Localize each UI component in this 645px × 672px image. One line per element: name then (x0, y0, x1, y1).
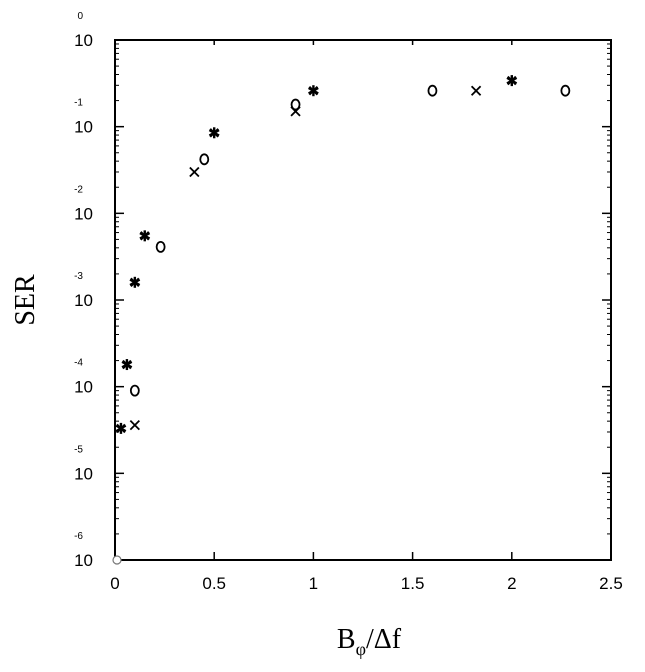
x-marker-stroke (290, 106, 301, 117)
plot-frame (114, 39, 612, 561)
circle-marker (290, 98, 301, 111)
y-tick-label-exponent: -6 (74, 531, 83, 542)
asterisk-marker (115, 422, 127, 434)
asterisk-marker (506, 75, 518, 87)
y-tick-label-base: 10 (74, 551, 93, 570)
y-tick-label-base: 10 (74, 378, 93, 397)
asterisk-stroke (308, 85, 319, 96)
circle-marker (129, 384, 140, 397)
x-tick-label: 2.5 (599, 574, 623, 593)
y-axis-label: SER (10, 274, 41, 326)
asterisk-marker (121, 359, 133, 371)
y-tick-label-base: 10 (74, 204, 93, 223)
circle-marker (560, 84, 571, 97)
asterisk-marker (129, 276, 141, 288)
x-marker (470, 85, 482, 96)
y-tick-label-exponent: 0 (77, 11, 83, 22)
y-tick-label-base: 10 (74, 291, 93, 310)
x-marker (189, 166, 200, 178)
x-marker-stroke (470, 85, 482, 96)
asterisk-marker (308, 85, 319, 97)
circle-marker (155, 240, 166, 253)
asterisk-stroke (209, 128, 219, 138)
asterisk-stroke (122, 359, 132, 370)
x-tick-label: 1 (309, 574, 318, 593)
x-marker-stroke (129, 419, 140, 431)
x-axis-label: Bφ/Δf (337, 624, 402, 659)
x-marker-stroke (189, 166, 200, 178)
x-tick-label: 1.5 (401, 574, 425, 593)
asterisk-stroke (140, 231, 150, 241)
y-tick-label-exponent: -5 (74, 444, 83, 455)
circle-marker (199, 153, 210, 166)
circle-marker (427, 84, 438, 97)
asterisk-stroke (116, 423, 126, 434)
x-marker (290, 106, 301, 117)
x-tick-label: 0 (110, 574, 119, 593)
asterisk-marker (208, 127, 220, 139)
y-tick-label-exponent: -1 (74, 98, 83, 109)
y-tick-label-exponent: -2 (74, 184, 83, 195)
y-tick-label-base: 10 (74, 118, 93, 137)
y-tick-label-base: 10 (74, 464, 93, 483)
origin-circle-marker (112, 555, 122, 565)
x-marker (129, 419, 140, 431)
asterisk-stroke (130, 277, 140, 288)
y-tick-label-exponent: -3 (74, 271, 83, 282)
y-tick-label-exponent: -4 (74, 358, 83, 369)
asterisk-marker (139, 230, 151, 242)
asterisk-stroke (507, 75, 517, 86)
y-tick-label-base: 10 (74, 31, 93, 50)
x-tick-label: 2 (507, 574, 516, 593)
x-tick-label: 0.5 (202, 574, 226, 593)
